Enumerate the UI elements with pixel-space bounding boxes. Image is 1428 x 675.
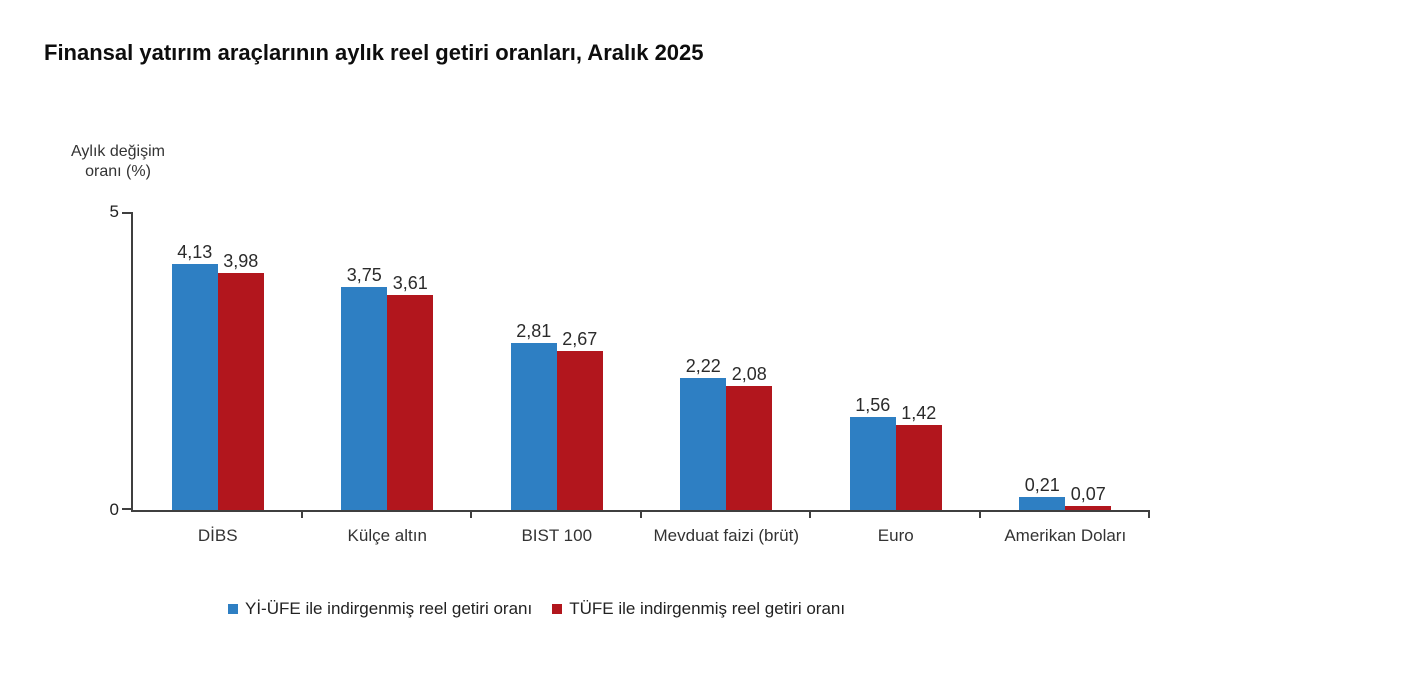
legend: Yİ-ÜFE ile indirgenmiş reel getiri oranı… — [228, 599, 845, 619]
legend-item: TÜFE ile indirgenmiş reel getiri oranı — [552, 599, 845, 619]
category-label: BIST 100 — [521, 526, 593, 545]
legend-swatch-icon — [228, 604, 238, 614]
bar — [217, 272, 264, 510]
bar-value-label: 1,42 — [901, 403, 937, 424]
legend-item-label: TÜFE ile indirgenmiş reel getiri oranı — [569, 599, 846, 618]
legend-item: Yİ-ÜFE ile indirgenmiş reel getiri oranı — [228, 599, 532, 619]
bar-value-label: 2,22 — [685, 355, 721, 376]
bar-value-label: 2,67 — [562, 328, 598, 349]
y-axis-tick — [122, 508, 131, 510]
bar-value-label: 0,21 — [1024, 475, 1060, 496]
y-axis-tick-label: 5 — [109, 202, 119, 221]
legend-swatch-icon — [552, 604, 563, 614]
bar-value-label: 3,75 — [346, 264, 382, 285]
plot-area: 5 0 4,13 3,98 DİBS 3,75 3,61 Külçe altın 2,81 2,6… — [110, 202, 1150, 545]
bar — [849, 417, 896, 510]
chart-title: Finansal yatırım araçlarının aylık reel … — [44, 40, 704, 65]
category-label: Amerikan Doları — [1004, 526, 1127, 545]
x-axis-tick — [639, 512, 642, 518]
y-axis-title: Aylık değişim oranı (%) — [71, 143, 165, 180]
category-label: Külçe altın — [347, 526, 427, 545]
x-axis-tick — [978, 512, 981, 518]
x-axis-tick — [1148, 512, 1150, 518]
legend-item-label: Yİ-ÜFE ile indirgenmiş reel getiri oranı — [245, 599, 533, 618]
bar-value-label: 2,81 — [516, 320, 552, 341]
bar — [556, 350, 603, 510]
x-axis-tick — [300, 512, 303, 518]
bar — [680, 377, 727, 510]
bar — [726, 386, 773, 510]
bar-value-label: 2,08 — [731, 364, 767, 385]
bar — [387, 294, 434, 510]
category-label: DİBS — [197, 526, 238, 545]
y-axis-tick — [122, 212, 131, 214]
category-label: Mevduat faizi (brüt) — [653, 526, 800, 545]
category-label: Euro — [877, 526, 914, 545]
bar-value-label: 0,07 — [1070, 483, 1106, 504]
bar — [1019, 497, 1066, 510]
bar — [341, 286, 388, 510]
bar — [171, 263, 218, 510]
bar — [510, 342, 557, 510]
y-axis-tick-label: 0 — [109, 500, 119, 519]
bar-value-label: 3,61 — [392, 272, 428, 293]
bar-value-label: 4,13 — [177, 241, 213, 262]
bar-value-label: 3,98 — [223, 250, 259, 271]
x-axis-tick — [809, 512, 811, 518]
bar — [1065, 505, 1112, 510]
bar — [895, 425, 942, 510]
x-axis-tick — [470, 512, 472, 518]
bar-value-label: 1,56 — [855, 395, 891, 416]
